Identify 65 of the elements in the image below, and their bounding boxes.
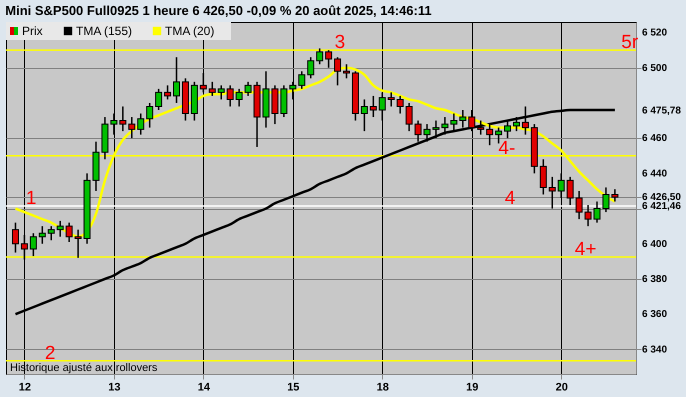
candlestick	[74, 228, 82, 259]
y-tick-label: 6 421,46	[642, 200, 682, 212]
y-tick-label: 6 380	[642, 274, 668, 285]
candlestick	[325, 49, 332, 69]
candlestick	[602, 186, 610, 213]
candlestick	[155, 88, 162, 111]
x-tick-label: 15	[287, 382, 300, 394]
candlestick	[504, 120, 512, 139]
x-tick-label: 12	[18, 382, 32, 394]
y-tick-label: 6 340	[642, 344, 668, 356]
y-tick-label: 6 520	[642, 28, 668, 39]
annotation: 3	[334, 32, 346, 54]
y-tick-label: 6 460	[642, 133, 668, 144]
x-tick-label: 19	[466, 382, 478, 394]
candlestick	[38, 225, 46, 245]
candlestick	[236, 88, 243, 108]
candlestick	[226, 84, 234, 108]
candlestick	[370, 95, 377, 118]
y-tick-label: 6 440	[642, 168, 668, 180]
candlestick	[512, 116, 520, 132]
annotation: 5r	[621, 32, 639, 54]
candlestick	[66, 222, 73, 243]
candlestick	[119, 106, 126, 132]
legend-label: TMA (155)	[76, 24, 132, 38]
candlestick	[316, 48, 324, 65]
candlestick	[173, 56, 180, 104]
candlestick	[566, 176, 574, 206]
candlestick	[334, 56, 342, 86]
y-tick-label: 6 360	[642, 309, 668, 320]
candlestick	[30, 232, 37, 257]
annotation: 4	[504, 188, 516, 209]
candlestick	[432, 120, 440, 139]
y-tick-label: 6 500	[642, 62, 668, 74]
x-tick-label: 18	[376, 382, 389, 394]
candlestick	[406, 102, 413, 132]
candlestick	[164, 84, 172, 100]
candlestick	[540, 158, 547, 196]
annotation: 4+	[574, 238, 596, 260]
y-tick-label: 6 426,50	[642, 192, 682, 204]
candlestick	[360, 98, 368, 132]
candlestick	[414, 120, 422, 142]
candlestick	[441, 116, 448, 136]
candlestick	[450, 112, 458, 132]
x-tick-label: 13	[108, 382, 121, 394]
annotation: 4-	[498, 138, 516, 159]
candlestick	[611, 188, 618, 202]
y-tick-label: 6 400	[642, 238, 668, 250]
candlestick	[584, 204, 592, 227]
chart-title: Mini S&P500 Full0925 1 heure 6 426,50 -0,09 % 20 août 2025, 14:46:11	[5, 3, 432, 18]
x-tick-label: 14	[198, 382, 211, 394]
candlestick	[396, 95, 404, 114]
candlestick	[576, 190, 583, 220]
candlestick	[594, 200, 601, 224]
y-tick-label: 6 475,78	[642, 105, 682, 116]
candlestick	[244, 81, 252, 97]
candlestick	[424, 123, 431, 142]
annotation: 2	[44, 342, 56, 364]
candlestick	[12, 222, 19, 254]
legend-label: TMA (20)	[165, 24, 214, 38]
x-tick-label: 20	[556, 382, 568, 394]
candlestick	[146, 102, 154, 128]
candlestick	[486, 123, 494, 146]
legend-label: Prix	[22, 24, 43, 38]
annotation: 1	[26, 188, 36, 209]
candlestick	[343, 63, 350, 80]
